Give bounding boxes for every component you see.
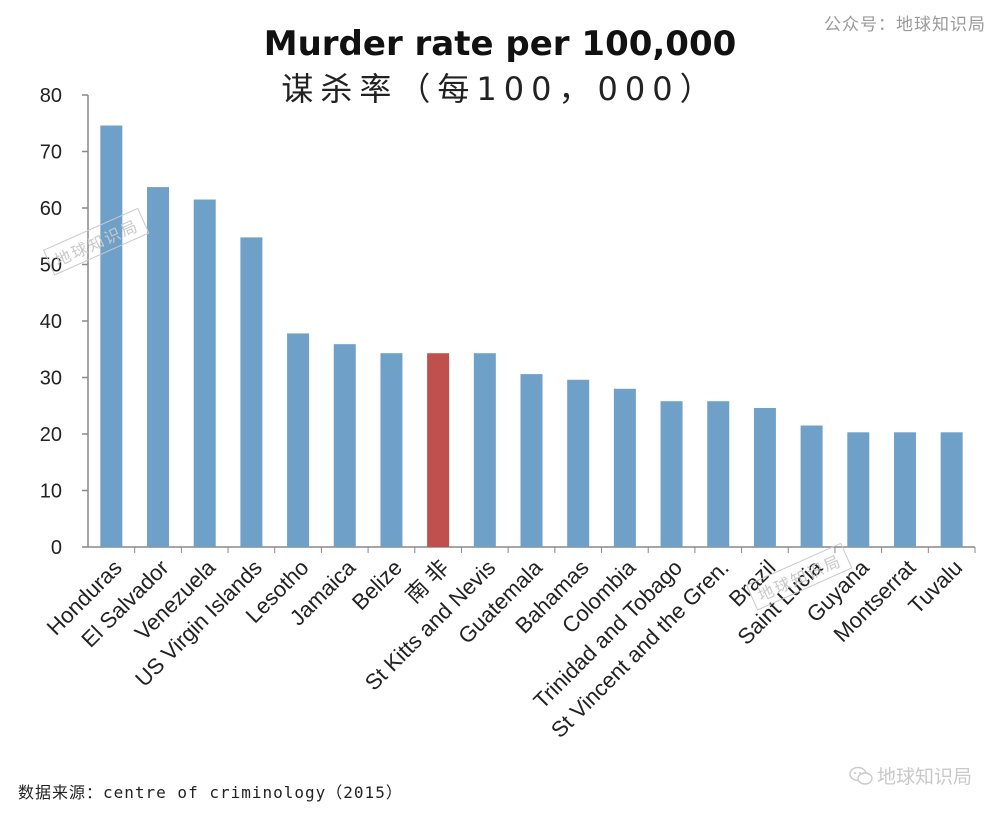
- bar: [100, 125, 123, 547]
- chart-subtitle: 谋杀率（每100，000）: [281, 70, 719, 108]
- bar: [660, 401, 683, 547]
- chart-title: Murder rate per 100,000: [263, 24, 737, 64]
- bar: [193, 199, 216, 547]
- bar: [333, 344, 356, 547]
- x-tick-label: Belize: [347, 555, 407, 615]
- bar: [147, 187, 170, 547]
- wechat-icon: [849, 766, 873, 785]
- y-tick-label: 40: [40, 311, 62, 333]
- y-tick-label: 70: [40, 142, 62, 164]
- bar: [240, 237, 263, 547]
- y-tick-label: 30: [40, 368, 62, 390]
- bar: [847, 432, 870, 547]
- bar: [567, 379, 590, 547]
- source-note: 数据来源：centre of criminology（2015）: [18, 783, 403, 802]
- bar: [380, 353, 403, 547]
- y-tick-label: 20: [40, 424, 62, 446]
- bar: [613, 388, 636, 547]
- y-tick-label: 0: [51, 537, 62, 559]
- bar: [707, 401, 730, 547]
- y-tick-label: 60: [40, 198, 62, 220]
- bar: [753, 408, 776, 547]
- y-tick-label: 50: [40, 255, 62, 277]
- bar: [800, 425, 823, 547]
- bar: [940, 432, 963, 547]
- wechat-watermark-label: 地球知识局: [876, 766, 972, 788]
- bar: [473, 353, 496, 547]
- bar: [520, 374, 543, 547]
- bar: [287, 333, 310, 547]
- wechat-watermark: 地球知识局: [849, 762, 972, 789]
- y-tick-label: 80: [40, 85, 62, 107]
- y-tick-label: 10: [40, 481, 62, 503]
- watermark-text: 公众号：地球知识局: [824, 15, 986, 35]
- x-tick-label: Tuvalu: [903, 555, 967, 619]
- bar: [427, 353, 450, 547]
- bar: [893, 432, 916, 547]
